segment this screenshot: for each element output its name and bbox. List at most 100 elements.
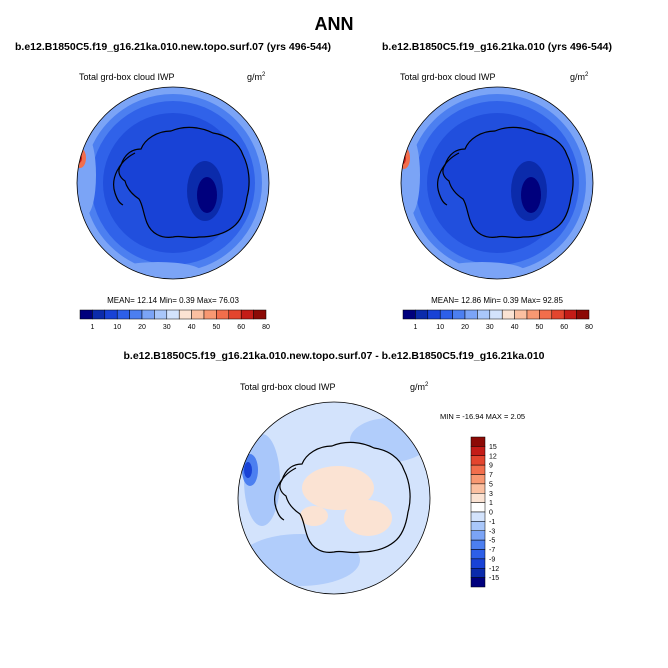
colorbar-difference-swatch [470,483,486,494]
panel-right: b.e12.B1850C5.f19_g16.21ka.010 (yrs 496-… [382,41,612,331]
colorbar-left-swatch [216,309,230,320]
colorbar-difference-tick-label: -9 [489,556,495,563]
colorbar-right-swatch [415,309,429,320]
diff-case: b.e12.B1850C5.f19_g16.21ka.010.new.topo.… [123,350,544,362]
panel-left-stats: MEAN= 12.14 Min= 0.39 Max= 76.03 [107,296,239,305]
colorbar-left-swatch [116,309,130,320]
colorbar-right-swatch [402,309,416,320]
colorbar-left: 1 10 20 30 40 50 60 80 [79,309,270,331]
colorbar-difference-swatch [470,577,486,588]
colorbar-difference-tick-label: 9 [489,463,493,470]
colorbar-left-swatch [129,309,143,320]
colorbar-left-swatch [228,309,242,320]
colorbar-right-tick-label: 10 [436,324,444,331]
colorbar-left-swatch [92,309,106,320]
colorbar-right-swatch [576,309,590,320]
colorbar-difference-tick-label: 1 [489,500,493,507]
colorbar-difference-swatch [470,558,486,569]
colorbar-left-swatch [166,309,180,320]
colorbar-left-tick-label: 20 [138,324,146,331]
colorbar-difference-tick-label: -7 [489,547,495,554]
colorbar-right-tick-label: 30 [486,324,494,331]
colorbar-right-tick-label: 40 [511,324,519,331]
colorbar-right-tick-label: 1 [413,324,417,331]
panel-left-case: b.e12.B1850C5.f19_g16.21ka.010.new.topo.… [15,41,331,53]
colorbar-difference-tick-label: 0 [489,510,493,517]
colorbar-right-swatch [539,309,553,320]
diff-variable: Total grd-box cloud IWP [240,382,336,392]
colorbar-difference-swatch [470,530,486,541]
diff-units: g/m2 [410,382,429,392]
colorbar-right-swatch [514,309,528,320]
colorbar-left-swatch [79,309,93,320]
colorbar-difference-swatch [470,502,486,513]
figure-title: ANN [315,14,354,34]
colorbar-left-tick-label: 50 [213,324,221,331]
panel-right-case: b.e12.B1850C5.f19_g16.21ka.010 (yrs 496-… [382,41,612,53]
colorbar-right-swatch [489,309,503,320]
panel-difference: b.e12.B1850C5.f19_g16.21ka.010.new.topo.… [123,350,545,595]
colorbar-right-tick-label: 60 [560,324,568,331]
colorbar-right-swatch [501,309,515,320]
colorbar-right-swatch [464,309,478,320]
colorbar-difference-swatch [470,446,486,456]
colorbar-difference-swatch [470,436,486,447]
colorbar-difference-swatch [470,549,486,560]
colorbar-difference-tick-label: -1 [489,519,495,526]
panel-left: b.e12.B1850C5.f19_g16.21ka.010.new.topo.… [15,41,331,331]
colorbar-difference-swatch [470,521,486,531]
colorbar-right-swatch [551,309,565,320]
colorbar-left-tick-label: 10 [113,324,121,331]
panel-left-units: g/m2 [247,72,266,82]
map-right [401,87,593,279]
colorbar-right-swatch [452,309,466,320]
colorbar-difference-swatch [470,568,486,578]
colorbar-difference-swatch [470,511,486,522]
colorbar-left-tick-label: 80 [262,324,270,331]
colorbar-left-swatch [191,309,205,320]
colorbar-left-swatch [253,309,267,320]
colorbar-difference-tick-label: -3 [489,528,495,535]
colorbar-right-swatch [563,309,577,320]
colorbar-right-swatch [439,309,453,320]
colorbar-right-tick-label: 80 [585,324,593,331]
colorbar-left-swatch [240,309,254,320]
colorbar-difference-tick-label: -15 [489,575,499,582]
colorbar-difference-tick-label: 5 [489,481,493,488]
colorbar-difference-tick-label: 12 [489,453,497,460]
colorbar-right-swatch [477,309,491,320]
colorbar-right-tick-label: 50 [536,324,544,331]
colorbar-difference-swatch [470,464,486,475]
panel-left-variable: Total grd-box cloud IWP [79,72,175,82]
colorbar-right: 1 10 20 30 40 50 60 80 [402,309,593,331]
colorbar-difference-swatch [470,455,486,466]
colorbar-difference-swatch [470,493,486,503]
colorbar-right-tick-label: 20 [461,324,469,331]
colorbar-left-tick-label: 60 [237,324,245,331]
colorbar-difference-tick-label: 3 [489,491,493,498]
colorbar-right-swatch [427,309,441,320]
panel-right-stats: MEAN= 12.86 Min= 0.39 Max= 92.85 [431,296,563,305]
colorbar-left-tick-label: 1 [90,324,94,331]
colorbar-left-swatch [203,309,217,320]
colorbar-left-swatch [141,309,155,320]
colorbar-left-swatch [178,309,192,320]
colorbar-left-swatch [154,309,168,320]
colorbar-difference-tick-label: -5 [489,538,495,545]
colorbar-left-tick-label: 30 [163,324,171,331]
colorbar-difference-tick-label: 7 [489,472,493,479]
colorbar-left-tick-label: 40 [188,324,196,331]
diff-stats: MIN = -16.94 MAX = 2.05 [440,412,525,421]
panel-right-variable: Total grd-box cloud IWP [400,72,496,82]
colorbar-left-swatch [104,309,118,320]
colorbar-right-swatch [526,309,540,320]
map-difference [238,402,430,594]
colorbar-difference-swatch [470,474,486,485]
colorbar-difference-tick-label: -12 [489,566,499,573]
panel-right-units: g/m2 [570,72,589,82]
colorbar-difference-tick-label: 15 [489,444,497,451]
colorbar-difference: 15 12 9 7 5 3 1 0 -1 -3 -5 -7 -9 -12 -15 [470,436,499,588]
map-left [77,87,269,279]
colorbar-difference-swatch [470,539,486,550]
